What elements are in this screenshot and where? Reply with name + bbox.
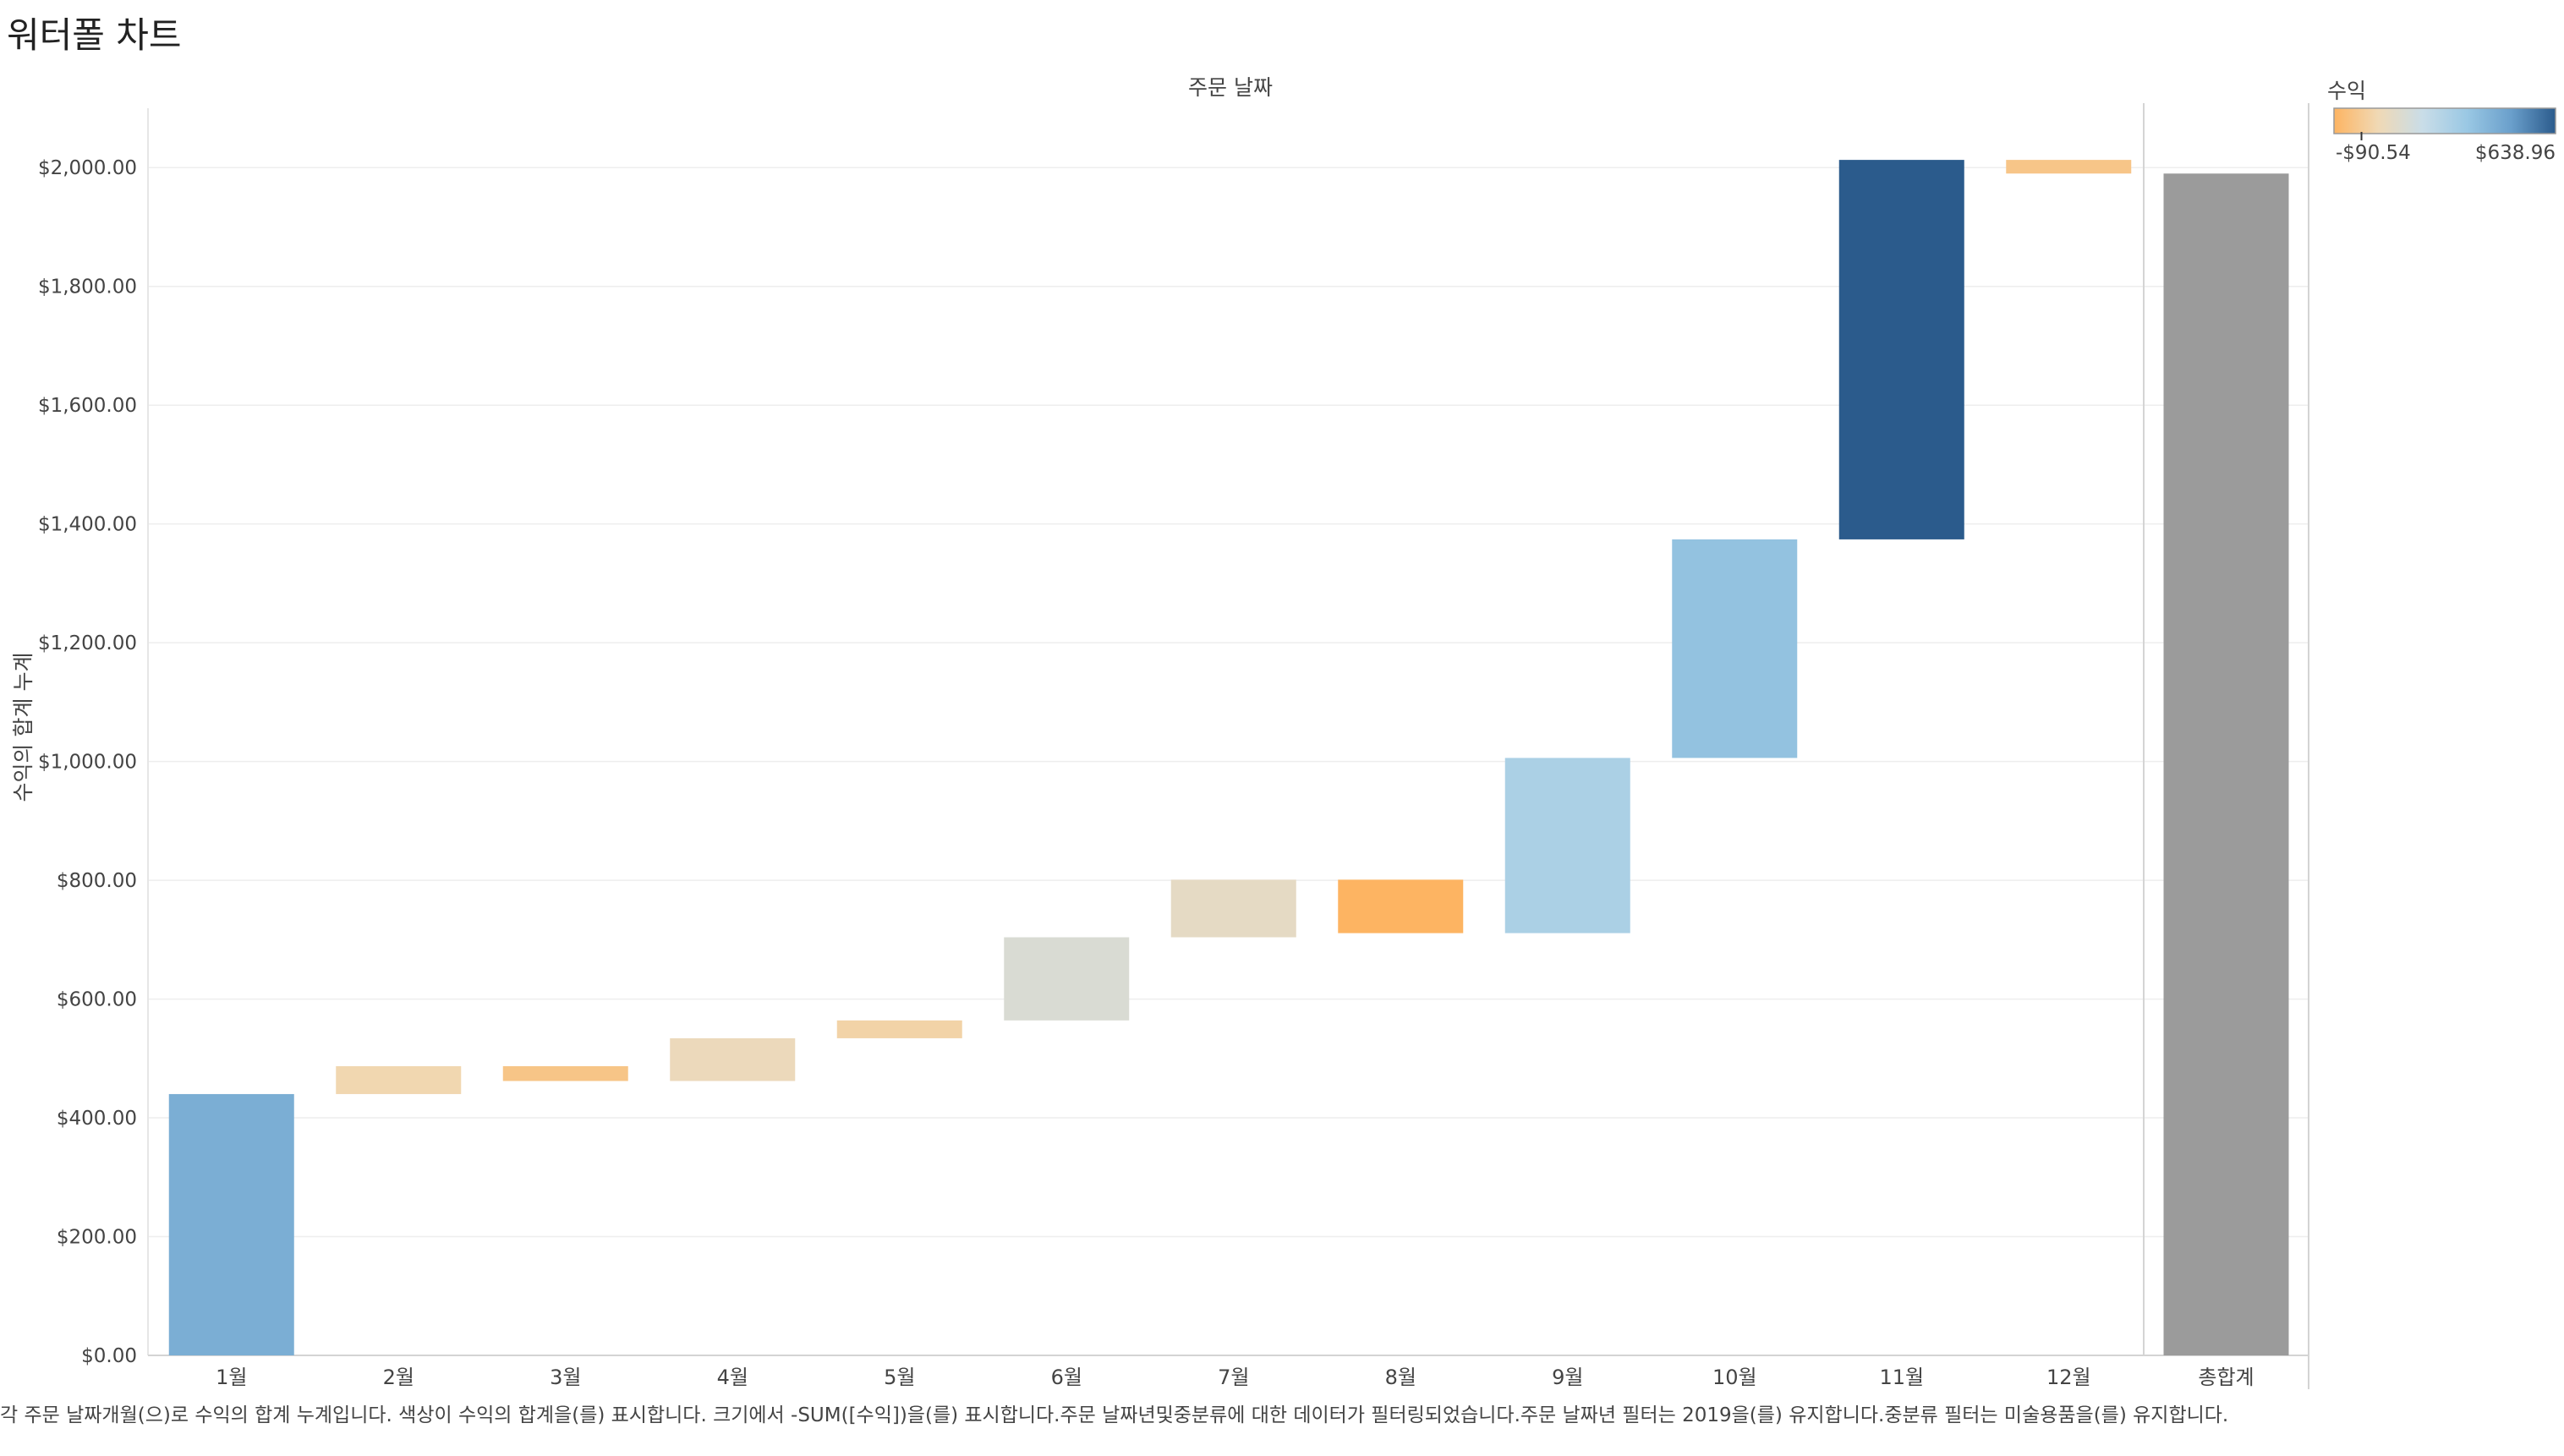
bar-2[interactable]	[336, 1065, 462, 1094]
x-tick-label: 2월	[383, 1366, 414, 1389]
bar-12[interactable]	[2006, 160, 2132, 174]
y-tick-label: $1,600.00	[38, 395, 137, 417]
y-tick-label: $200.00	[57, 1227, 137, 1249]
bar-6[interactable]	[1004, 937, 1130, 1021]
x-tick-label: 10월	[1712, 1366, 1757, 1389]
bar-3[interactable]	[502, 1065, 628, 1081]
legend-min-label: -$90.54	[2336, 142, 2411, 164]
y-tick-label: $1,200.00	[38, 632, 137, 654]
y-tick-label: $800.00	[57, 870, 137, 892]
legend-gradient-bar	[2333, 107, 2556, 134]
page-title: 워터폴 차트	[7, 14, 182, 56]
legend-max-label: $638.96	[2475, 142, 2556, 164]
bar-11[interactable]	[1838, 160, 1964, 539]
y-tick-label: $0.00	[81, 1345, 137, 1367]
y-tick-label: $400.00	[57, 1108, 137, 1130]
legend-title: 수익	[2327, 79, 2366, 103]
y-tick-label: $600.00	[57, 989, 137, 1011]
y-axis-label: 수익의 합계 누계	[11, 653, 36, 802]
y-tick-label: $1,400.00	[38, 514, 137, 536]
gridlines	[148, 167, 2309, 1356]
bars	[168, 160, 2289, 1355]
waterfall-chart: 주문 날짜 수익의 합계 누계 $0.00 $200.00 $400.00 $600.…	[11, 75, 2556, 1389]
x-tick-label: 3월	[550, 1366, 581, 1389]
bar-8[interactable]	[1338, 879, 1464, 933]
x-tick-label: 11월	[1879, 1366, 1924, 1389]
bar-7[interactable]	[1170, 879, 1296, 938]
chart-caption: 각 주문 날짜개월(으)로 수익의 합계 누계입니다. 색상이 수익의 합계을(…	[0, 1404, 2229, 1426]
y-tick-label: $2,000.00	[38, 157, 137, 179]
x-tick-label-total: 총합계	[2198, 1366, 2254, 1389]
x-tick-label: 1월	[216, 1366, 247, 1389]
x-tick-label: 6월	[1051, 1366, 1082, 1389]
bar-10[interactable]	[1672, 539, 1798, 758]
x-tick-label: 4월	[717, 1366, 748, 1389]
y-tick-label: $1,000.00	[38, 752, 137, 774]
column-header-label: 주문 날짜	[1188, 75, 1273, 100]
y-axis-ticks: $0.00 $200.00 $400.00 $600.00 $800.00 $1,000.…	[38, 157, 137, 1367]
x-axis-labels: 1월 2월 3월 4월 5월 6월 7월 8월 9월 10월 11월 12월 총합계	[216, 1366, 2254, 1389]
bar-1[interactable]	[168, 1093, 294, 1355]
chart-frame	[147, 103, 2309, 1389]
x-tick-label: 12월	[2046, 1366, 2091, 1389]
bar-total[interactable]	[2163, 173, 2289, 1355]
bar-4[interactable]	[670, 1037, 796, 1081]
x-tick-label: 5월	[884, 1366, 915, 1389]
x-tick-label: 9월	[1552, 1366, 1583, 1389]
y-tick-label: $1,800.00	[38, 276, 137, 298]
x-tick-label: 7월	[1218, 1366, 1249, 1389]
bar-5[interactable]	[836, 1020, 962, 1038]
color-legend[interactable]: 수익 -$90.54 $638.96	[2327, 79, 2556, 164]
bar-9[interactable]	[1504, 758, 1630, 933]
x-tick-label: 8월	[1385, 1366, 1416, 1389]
